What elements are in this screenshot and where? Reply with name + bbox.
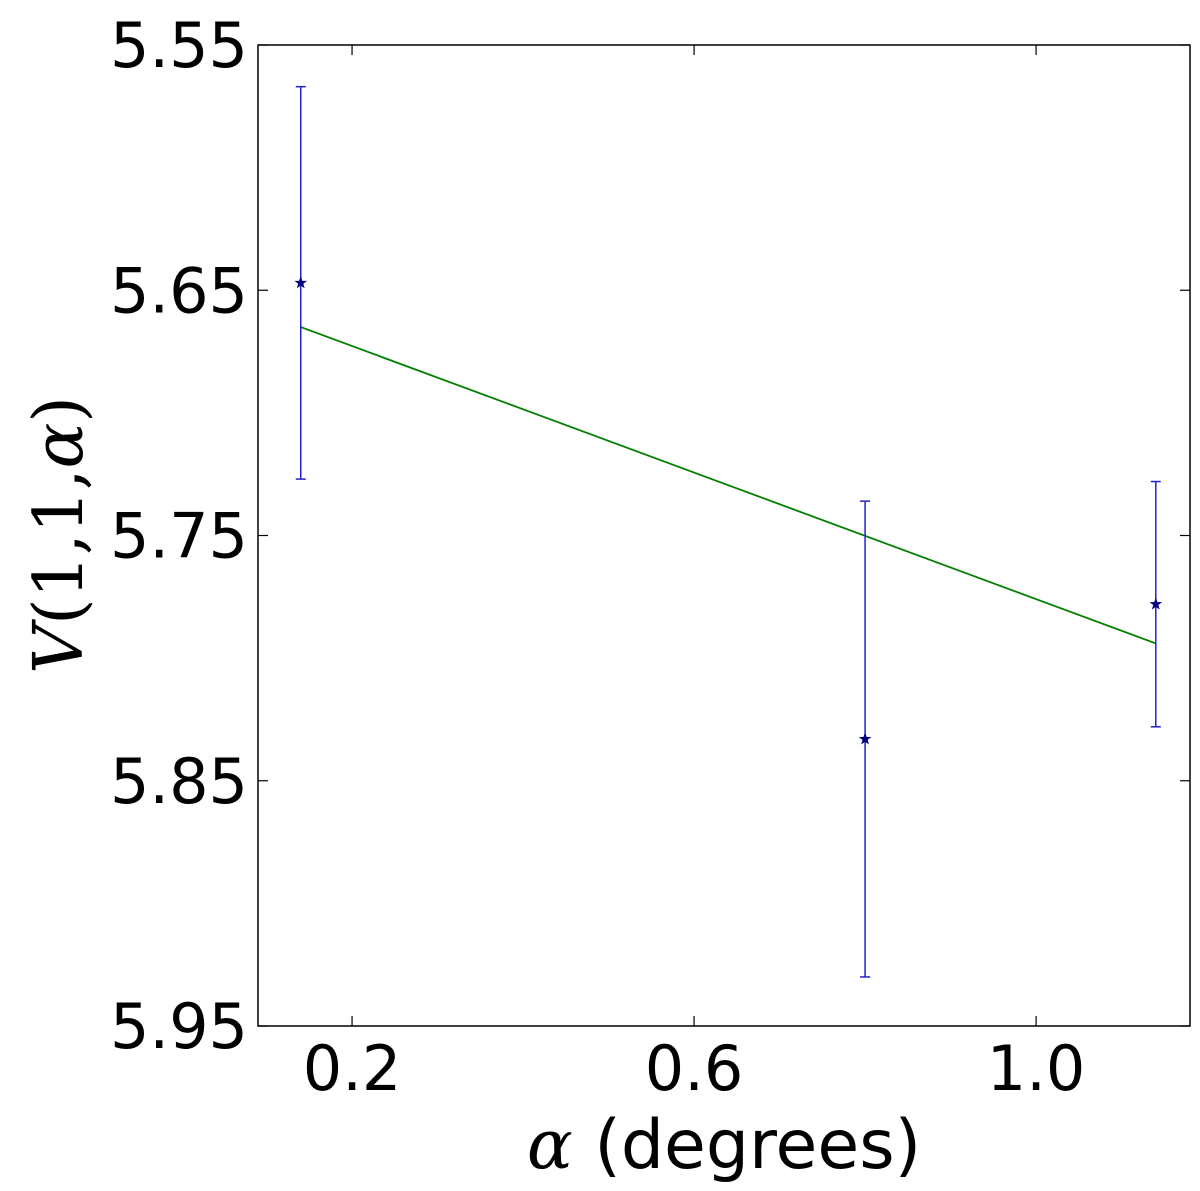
x-axis-label-text: (degrees) bbox=[573, 1106, 921, 1185]
y-tick-label: 5.75 bbox=[110, 500, 248, 573]
y-tick-label: 5.95 bbox=[110, 990, 248, 1063]
y-axis-label-symbol2: α bbox=[20, 423, 99, 469]
data-point bbox=[1149, 597, 1163, 610]
x-axis-label-symbol: α bbox=[527, 1106, 573, 1185]
series-layer bbox=[294, 85, 1163, 978]
y-tick-labels: 5.55 5.65 5.75 5.85 5.95 bbox=[110, 9, 248, 1063]
y-axis-label-symbol: V bbox=[20, 619, 99, 674]
plot-area bbox=[258, 45, 1190, 1026]
x-tick-label: 0.2 bbox=[303, 1032, 402, 1105]
x-tick-label: 0.6 bbox=[645, 1032, 744, 1105]
y-axis-label-args: (1,1, bbox=[20, 469, 99, 625]
y-axis-label: V(1,1,α) bbox=[20, 396, 99, 674]
y-tick-label: 5.85 bbox=[110, 745, 248, 818]
plot-frame bbox=[257, 44, 1191, 1027]
x-axis-label: α (degrees) bbox=[527, 1106, 921, 1185]
x-tick-labels: 0.2 0.6 1.0 bbox=[303, 1032, 1086, 1105]
data-point bbox=[294, 276, 308, 289]
tick-marks bbox=[258, 44, 1190, 1027]
data-point bbox=[858, 732, 872, 745]
fit-line bbox=[300, 326, 1157, 645]
y-axis-label-close: ) bbox=[20, 396, 99, 423]
y-tick-label: 5.65 bbox=[110, 254, 248, 327]
y-tick-label: 5.55 bbox=[110, 9, 248, 82]
x-tick-label: 1.0 bbox=[987, 1032, 1086, 1105]
